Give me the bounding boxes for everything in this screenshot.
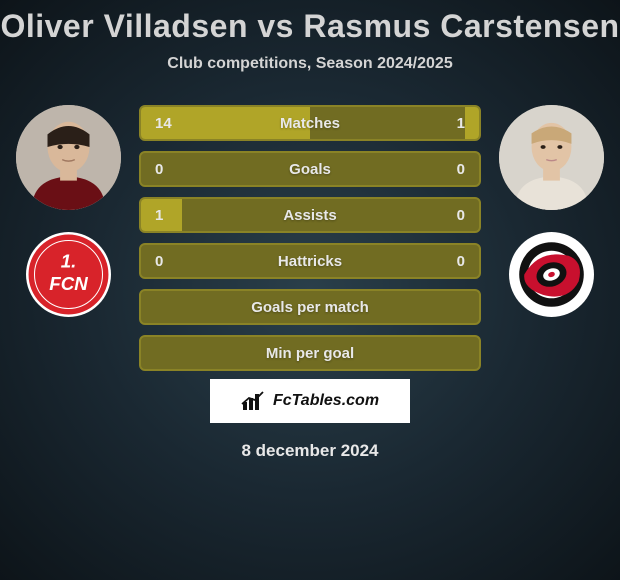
brand-text: FcTables.com xyxy=(273,392,379,410)
stat-bar: 1 0 Assists xyxy=(139,197,481,233)
stat-value-left: 14 xyxy=(155,115,172,132)
page-title: Oliver Villadsen vs Rasmus Carstensen xyxy=(0,8,619,45)
stats-column: 14 1 Matches 0 0 Goals 1 0 Assists 0 0 Hattricks Goa… xyxy=(139,105,481,371)
club-left-logo-icon: 1. FCN xyxy=(26,232,111,317)
stat-bar: 14 1 Matches xyxy=(139,105,481,141)
stat-fill-right xyxy=(465,107,479,139)
stat-label: Assists xyxy=(283,207,336,224)
stat-bar: Min per goal xyxy=(139,335,481,371)
stat-value-right: 0 xyxy=(457,207,465,224)
player-right-avatar xyxy=(499,105,604,210)
stat-value-right: 1 xyxy=(457,115,465,132)
date-text: 8 december 2024 xyxy=(241,441,378,461)
player-left-avatar xyxy=(16,105,121,210)
main-area: 1. FCN 14 1 Matches 0 0 Goals 1 0 Assists 0 0 Hattr… xyxy=(0,105,620,371)
left-column: 1. FCN xyxy=(16,105,121,317)
stat-label: Goals xyxy=(289,161,331,178)
svg-text:1.: 1. xyxy=(61,251,77,272)
brand-chart-icon xyxy=(241,390,267,412)
stat-label: Hattricks xyxy=(278,253,342,270)
stat-value-right: 0 xyxy=(457,253,465,270)
brand-box[interactable]: FcTables.com xyxy=(210,379,410,423)
player-right-silhouette-icon xyxy=(499,105,604,210)
stat-value-right: 0 xyxy=(457,161,465,178)
stat-label: Goals per match xyxy=(251,299,369,316)
stat-value-left: 1 xyxy=(155,207,163,224)
stat-label: Min per goal xyxy=(266,345,354,362)
club-left-badge: 1. FCN xyxy=(26,232,111,317)
stat-bar: 0 0 Goals xyxy=(139,151,481,187)
stat-label: Matches xyxy=(280,115,340,132)
subtitle: Club competitions, Season 2024/2025 xyxy=(167,55,452,73)
player-left-silhouette-icon xyxy=(16,105,121,210)
stat-bar: 0 0 Hattricks xyxy=(139,243,481,279)
svg-text:FCN: FCN xyxy=(49,273,88,294)
club-right-badge xyxy=(509,232,594,317)
stat-bar: Goals per match xyxy=(139,289,481,325)
comparison-card: Oliver Villadsen vs Rasmus Carstensen Cl… xyxy=(0,0,620,580)
right-column xyxy=(499,105,604,317)
stat-value-left: 0 xyxy=(155,161,163,178)
stat-value-left: 0 xyxy=(155,253,163,270)
club-right-logo-icon xyxy=(509,232,594,317)
